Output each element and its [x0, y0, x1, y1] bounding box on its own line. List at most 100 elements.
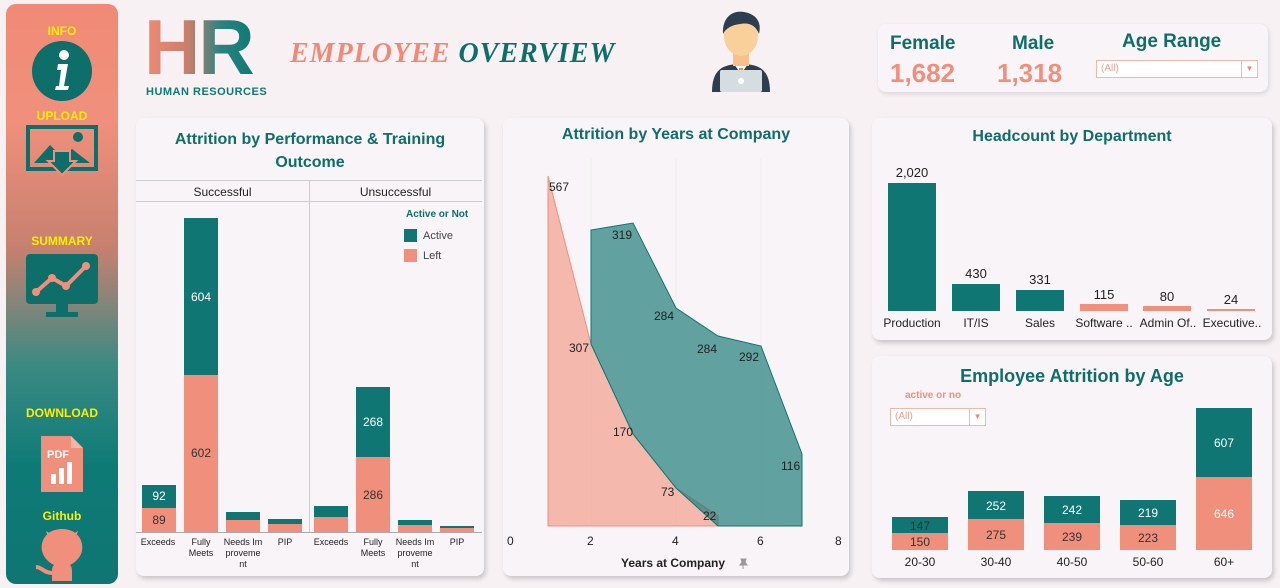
- category-label: 20-30: [904, 555, 936, 569]
- male-value: 1,318: [997, 58, 1063, 88]
- point-label: 307: [569, 341, 590, 355]
- active-filter-value: (All): [895, 411, 913, 422]
- nav-github-label: Github: [42, 509, 82, 523]
- bar-s-exceeds-left: [142, 508, 176, 532]
- bar-50-60-left: [1120, 525, 1176, 550]
- nav-download-label: DOWNLOAD: [26, 406, 98, 420]
- bar-s-pip-active: [268, 519, 302, 524]
- cat-u-fullymeets: Fully Meets: [360, 537, 386, 558]
- bar-60plus-active: [1196, 408, 1252, 477]
- legend-left-swatch: [404, 249, 417, 262]
- label-left: 239: [1061, 530, 1083, 544]
- pin-icon[interactable]: [737, 558, 749, 570]
- label-active: 607: [1213, 436, 1235, 450]
- label-left: 275: [985, 528, 1007, 542]
- value-label: 80: [1159, 289, 1175, 304]
- hr-logo: HR: [144, 3, 255, 91]
- panel-successful-label: Successful: [193, 185, 252, 199]
- bar-u-needs-left: [398, 525, 432, 532]
- cat-s-needs: Needs Im proveme nt: [223, 537, 263, 569]
- category-label: 40-50: [1056, 555, 1088, 569]
- bar-20-30-left: [892, 533, 948, 550]
- cat-s-exceeds: Exceeds: [140, 537, 176, 547]
- point-label: 22: [703, 509, 717, 523]
- bar-30-40-left: [968, 519, 1024, 550]
- x-tick: 0: [507, 534, 514, 548]
- bar-software: [1080, 304, 1128, 311]
- bar-itis: [952, 284, 1000, 311]
- female-label: Female: [890, 33, 956, 54]
- bar-40-50-active: [1044, 496, 1100, 523]
- chevron-down-icon[interactable]: ▼: [969, 409, 985, 425]
- category-label: Production: [883, 316, 941, 330]
- performance-training-card: Attrition by Performance & Training Outc…: [136, 118, 484, 576]
- category-label: Admin Of..: [1139, 316, 1197, 330]
- x-tick: 6: [757, 534, 764, 548]
- legend-title: Active or Not: [406, 209, 469, 220]
- x-axis-title: Years at Company: [621, 556, 726, 570]
- page-title: EMPLOYEE OVERVIEW: [290, 38, 615, 70]
- bar-u-needs-active: [398, 520, 432, 525]
- chart-title: Attrition by Years at Company: [561, 126, 791, 143]
- headcount-department-card: Headcount by Department 2,020 430 331 11…: [872, 118, 1272, 340]
- category-label: Sales: [1024, 316, 1056, 330]
- bar-production: [888, 183, 936, 311]
- pdf-icon: PDF: [41, 436, 83, 492]
- bar-u-pip-left: [440, 528, 474, 532]
- bar-u-exceeds-left: [314, 517, 348, 532]
- bar-admin: [1143, 306, 1191, 311]
- bar-sales: [1016, 290, 1064, 311]
- x-tick: 8: [835, 534, 842, 548]
- nav-info[interactable]: INFO: [6, 24, 118, 102]
- bar-40-50-left: [1044, 523, 1100, 550]
- point-label: 284: [697, 342, 718, 356]
- svg-text:PDF: PDF: [47, 449, 69, 461]
- nav-github[interactable]: Github: [6, 509, 118, 581]
- category-label: 50-60: [1132, 555, 1164, 569]
- point-label: 284: [654, 309, 675, 323]
- title-part1: EMPLOYEE: [290, 38, 451, 69]
- bar-20-30-active: [892, 517, 948, 533]
- label-active: 147: [909, 519, 931, 533]
- age-range-select[interactable]: (All) ▼: [1096, 60, 1258, 78]
- cat-u-pip: PIP: [449, 537, 465, 547]
- category-label: Executive..: [1202, 316, 1262, 330]
- bar-executive: [1207, 309, 1255, 311]
- nav-download[interactable]: DOWNLOAD PDF: [6, 406, 118, 496]
- label-left: 223: [1137, 531, 1159, 545]
- upload-image-icon: [26, 125, 98, 177]
- years-at-company-card: Attrition by Years at Company 567 307 17…: [503, 118, 849, 576]
- bar-u-fullymeets-left: [356, 457, 390, 532]
- bar-s-fullymeets-left: [184, 375, 218, 532]
- point-label: 116: [781, 459, 801, 473]
- github-icon: [35, 529, 83, 581]
- bar-u-exceeds-active: [314, 506, 348, 517]
- bar-s-pip-left: [268, 524, 302, 532]
- bar-u-fullymeets-active: [356, 387, 390, 457]
- nav-upload[interactable]: UPLOAD: [6, 109, 118, 177]
- active-filter-select[interactable]: (All) ▼: [890, 408, 986, 426]
- point-label: 73: [661, 485, 675, 499]
- value-label: 331: [1029, 272, 1051, 287]
- female-value: 1,682: [890, 58, 956, 88]
- label-s-exceeds-active: 92: [152, 489, 166, 503]
- label-active: 242: [1061, 503, 1083, 517]
- label-left: 150: [909, 535, 931, 549]
- category-label: 30-40: [980, 555, 1012, 569]
- area-active: [590, 222, 803, 527]
- bar-60plus-left: [1196, 477, 1252, 550]
- age-range-label: Age Range: [1122, 31, 1222, 52]
- nav-summary[interactable]: SUMMARY: [6, 234, 118, 322]
- info-icon: [32, 41, 92, 101]
- bar-50-60-active: [1120, 500, 1176, 525]
- bar-30-40-active: [968, 491, 1024, 519]
- summary-chart-icon: [26, 254, 98, 317]
- bar-s-needs-left: [226, 520, 260, 532]
- point-label: 292: [739, 350, 760, 364]
- cat-s-fullymeets: Fully Meets: [188, 537, 214, 558]
- chevron-down-icon[interactable]: ▼: [1241, 61, 1257, 77]
- sidebar: INFO UPLOAD SUMMARY DOWNLOAD: [6, 4, 118, 584]
- chart-title: Headcount by Department: [972, 128, 1172, 145]
- bar-s-exceeds-active: [142, 485, 176, 508]
- bar-u-pip-active: [440, 526, 474, 528]
